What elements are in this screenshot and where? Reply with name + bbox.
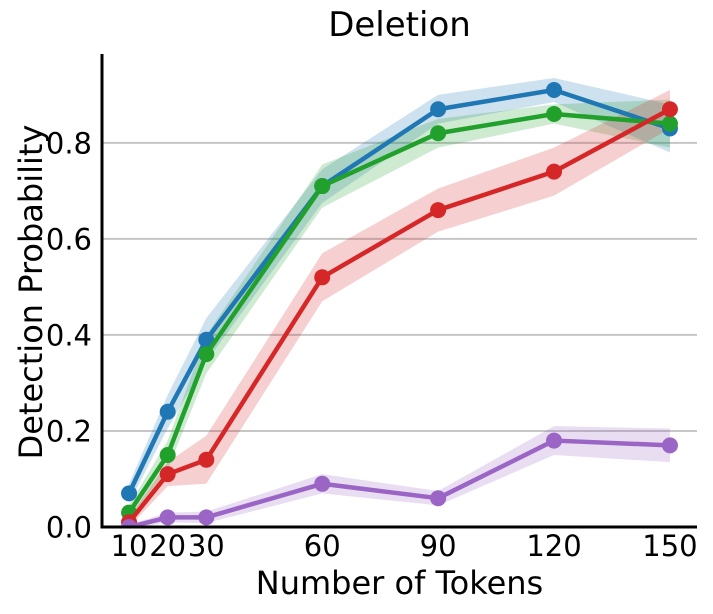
x-axis-title: Number of Tokens xyxy=(255,564,544,602)
data-point-red xyxy=(430,202,447,219)
y-tick-label: 0.4 xyxy=(46,318,92,352)
data-point-red xyxy=(314,269,331,286)
data-point-purple xyxy=(546,432,563,449)
chart-title: Deletion xyxy=(328,5,471,45)
data-point-blue xyxy=(159,403,176,420)
x-tick-label: 120 xyxy=(526,529,581,563)
data-point-green xyxy=(159,446,176,463)
data-point-green xyxy=(314,178,331,195)
x-tick-label: 90 xyxy=(420,529,457,563)
data-point-red xyxy=(159,466,176,483)
data-point-red xyxy=(661,101,678,118)
x-tick-label: 60 xyxy=(304,529,341,563)
data-point-purple xyxy=(198,509,215,526)
data-point-blue xyxy=(121,485,138,502)
confidence-band-red xyxy=(129,90,670,527)
data-point-red xyxy=(198,451,215,468)
y-tick-label: 0.0 xyxy=(46,511,92,545)
x-tick-label: 30 xyxy=(188,529,225,563)
data-point-purple xyxy=(314,475,331,492)
data-point-green xyxy=(430,125,447,142)
plot-content xyxy=(121,78,678,527)
y-tick-label: 0.8 xyxy=(46,126,92,160)
data-point-purple xyxy=(430,490,447,507)
data-point-purple xyxy=(121,519,138,527)
x-tick-label: 150 xyxy=(642,529,697,563)
y-tick-label: 0.2 xyxy=(46,414,92,448)
x-tick-label: 10 xyxy=(111,529,148,563)
data-point-purple xyxy=(159,509,176,526)
data-point-red xyxy=(546,163,563,180)
y-tick-label: 0.6 xyxy=(46,222,92,256)
data-point-green xyxy=(198,346,215,363)
data-point-green xyxy=(546,106,563,123)
x-tick-label: 20 xyxy=(149,529,186,563)
data-point-blue xyxy=(430,101,447,118)
data-point-blue xyxy=(198,331,215,348)
data-point-blue xyxy=(546,82,563,99)
data-point-green xyxy=(661,115,678,132)
data-point-purple xyxy=(661,437,678,454)
y-axis-title: Detection Probability xyxy=(12,124,50,460)
